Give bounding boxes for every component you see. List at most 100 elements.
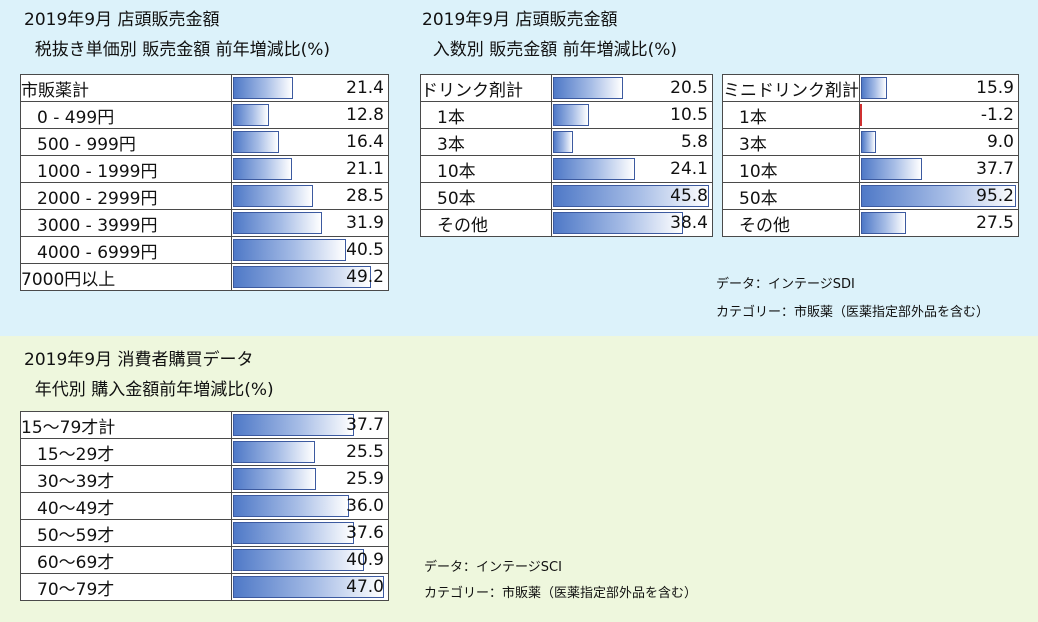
row-label: その他: [420, 209, 552, 237]
data-label: 36.0: [346, 496, 384, 516]
row-label: ミニドリンク剤計: [722, 74, 860, 102]
bar-cell: 25.9: [231, 465, 389, 493]
bar: [861, 131, 876, 153]
age-table: 15～79才計 37.7 15～29才 25.5 30～39才 25.9 40～49才 36.…: [20, 411, 389, 601]
data-label: 15.9: [976, 78, 1014, 98]
bar-cell: 20.5: [551, 74, 713, 102]
row-label: その他: [722, 209, 860, 237]
bar-cell: 38.4: [551, 209, 713, 237]
bar-cell: 28.5: [231, 182, 389, 210]
table-row: 0 - 499円 12.8: [20, 101, 389, 129]
bar: [553, 104, 589, 126]
bar-cell: 5.8: [551, 128, 713, 156]
bar: [861, 158, 922, 180]
bar: [233, 266, 371, 288]
bar: [553, 212, 683, 234]
row-label: 50本: [420, 182, 552, 210]
table-row: 2000 - 2999円 28.5: [20, 182, 389, 210]
table-row: その他 38.4: [420, 209, 713, 237]
bar: [233, 441, 315, 463]
row-label: 70～79才: [20, 573, 232, 601]
data-label: 40.5: [346, 240, 384, 260]
price-table: 市販薬計 21.4 0 - 499円 12.8 500 - 999円 16.4 1000 -…: [20, 74, 389, 291]
row-label: 50～59才: [20, 519, 232, 547]
row-label: 7000円以上: [20, 263, 232, 291]
bottom-source-note: データ：インテージSCI: [424, 560, 562, 575]
bar-cell: -1.2: [859, 101, 1019, 129]
bar-cell: 24.1: [551, 155, 713, 183]
table-row: 7000円以上 49.2: [20, 263, 389, 291]
bar-cell: 37.7: [231, 411, 389, 439]
table-row: 1本 10.5: [420, 101, 713, 129]
table-row: その他 27.5: [722, 209, 1019, 237]
data-label: 27.5: [976, 213, 1014, 233]
bar: [233, 576, 384, 598]
drink-title-line1: 2019年9月 店頭販売金額: [422, 10, 618, 30]
age-title-line1: 2019年9月 消費者購買データ: [24, 350, 254, 370]
bar: [233, 549, 364, 571]
bar-cell: 12.8: [231, 101, 389, 129]
bar-cell: 45.8: [551, 182, 713, 210]
bar-cell: 37.6: [231, 519, 389, 547]
table-row: 3本 9.0: [722, 128, 1019, 156]
drink-title-line2: 入数別 販売金額 前年増減比(%): [422, 40, 678, 60]
table-row: 1000 - 1999円 21.1: [20, 155, 389, 183]
row-label: 市販薬計: [20, 74, 232, 102]
row-label: 2000 - 2999円: [20, 182, 232, 210]
table-row: 70～79才 47.0: [20, 573, 389, 601]
table-row: 15～29才 25.5: [20, 438, 389, 466]
data-label: 10.5: [670, 105, 708, 125]
top-category-note: カテゴリー：市販薬（医薬指定部外品を含む）: [716, 305, 990, 320]
row-label: 15～29才: [20, 438, 232, 466]
table-row: 500 - 999円 16.4: [20, 128, 389, 156]
table-row: 10本 37.7: [722, 155, 1019, 183]
bar-cell: 95.2: [859, 182, 1019, 210]
bottom-category-note: カテゴリー：市販薬（医薬指定部外品を含む）: [424, 586, 698, 601]
data-label: 25.5: [346, 442, 384, 462]
bar-cell: 21.4: [231, 74, 389, 102]
bar-cell: 16.4: [231, 128, 389, 156]
bar: [553, 131, 573, 153]
row-label: 4000 - 6999円: [20, 236, 232, 264]
table-row: 50本 95.2: [722, 182, 1019, 210]
mini-drink-table: ミニドリンク剤計 15.9 1本 -1.2 3本 9.0 10本 37.7 50本 95.2 その他…: [722, 74, 1019, 237]
bar: [233, 468, 316, 490]
data-label: 95.2: [976, 186, 1014, 206]
bar-cell: 27.5: [859, 209, 1019, 237]
table-row: 市販薬計 21.4: [20, 74, 389, 102]
bar-cell: 10.5: [551, 101, 713, 129]
bar-cell: 47.0: [231, 573, 389, 601]
table-row: 3000 - 3999円 31.9: [20, 209, 389, 237]
data-label: 5.8: [680, 132, 708, 152]
bar: [233, 77, 293, 99]
row-label: 50本: [722, 182, 860, 210]
age-title-line2: 年代別 購入金額前年増減比(%): [24, 380, 274, 400]
bar-cell: 49.2: [231, 263, 389, 291]
bar: [233, 185, 313, 207]
bar: [233, 522, 354, 544]
bar: [553, 185, 709, 207]
price-title-line1: 2019年9月 店頭販売金額: [24, 10, 220, 30]
data-label: 24.1: [670, 159, 708, 179]
data-label: 31.9: [346, 213, 384, 233]
row-label: 30～39才: [20, 465, 232, 493]
table-row: ミニドリンク剤計 15.9: [722, 74, 1019, 102]
row-label: 3本: [420, 128, 552, 156]
table-row: 60～69才 40.9: [20, 546, 389, 574]
row-label: 3本: [722, 128, 860, 156]
bar: [233, 239, 346, 261]
bar-cell: 21.1: [231, 155, 389, 183]
bar: [233, 495, 349, 517]
row-label: 15～79才計: [20, 411, 232, 439]
table-row: 15～79才計 37.7: [20, 411, 389, 439]
data-label: 16.4: [346, 132, 384, 152]
bar: [233, 414, 354, 436]
data-label: 21.4: [346, 78, 384, 98]
data-label: 21.1: [346, 159, 384, 179]
bar: [233, 104, 269, 126]
data-label: 40.9: [346, 550, 384, 570]
data-label: 25.9: [346, 469, 384, 489]
bar: [861, 77, 887, 99]
data-label: 20.5: [670, 78, 708, 98]
data-label: 9.0: [986, 132, 1014, 152]
